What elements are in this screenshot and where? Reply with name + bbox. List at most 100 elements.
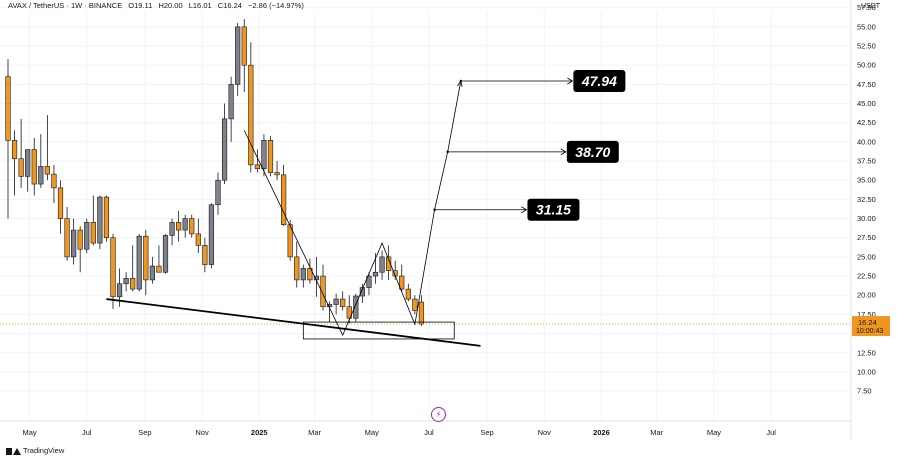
tradingview-logo-icon bbox=[6, 447, 21, 455]
candle-body bbox=[215, 179, 221, 206]
candle-body bbox=[307, 268, 313, 281]
target-arrowhead bbox=[521, 206, 528, 214]
price-tick-label: 30.00 bbox=[857, 214, 876, 223]
candle-body bbox=[110, 237, 116, 298]
candle-body bbox=[116, 283, 123, 298]
price-tick-label: 12.50 bbox=[857, 348, 876, 357]
candle-body bbox=[248, 64, 254, 166]
candle-body bbox=[90, 222, 96, 244]
candle-body bbox=[38, 166, 44, 185]
candle-body bbox=[333, 298, 339, 305]
candle-body bbox=[77, 229, 83, 250]
candle-body bbox=[254, 164, 260, 170]
candle-body bbox=[84, 222, 90, 250]
price-tick-label: 52.50 bbox=[857, 42, 876, 51]
candle-body bbox=[149, 265, 155, 281]
target-callout-label: 38.70 bbox=[575, 144, 610, 160]
candle-body bbox=[18, 158, 24, 177]
time-tick-label: May bbox=[22, 428, 36, 437]
price-tick-label: 55.00 bbox=[857, 22, 876, 31]
candle-body bbox=[44, 166, 50, 175]
candle-body bbox=[208, 204, 215, 265]
price-tick-label: 17.50 bbox=[857, 310, 876, 319]
price-tick-label: 27.50 bbox=[857, 233, 876, 242]
time-tick-label: Mar bbox=[308, 428, 321, 437]
price-tick-label: 35.00 bbox=[857, 176, 876, 185]
ohlc-open: O19.11 bbox=[128, 1, 153, 10]
price-tick-label: 47.50 bbox=[857, 80, 876, 89]
price-tick-label: 40.00 bbox=[857, 137, 876, 146]
candle-body bbox=[287, 224, 293, 258]
candle-body bbox=[143, 235, 149, 281]
candle-body bbox=[372, 271, 379, 277]
time-tick-label: 2025 bbox=[251, 428, 268, 437]
projection-path bbox=[243, 80, 462, 337]
candle-body bbox=[156, 265, 162, 273]
candle-body bbox=[405, 288, 411, 300]
price-tick-label: 42.50 bbox=[857, 118, 876, 127]
price-tick-label: 22.50 bbox=[857, 272, 876, 281]
price-tick-label: 37.50 bbox=[857, 157, 876, 166]
candle-body bbox=[418, 301, 425, 325]
target-arrowhead bbox=[567, 77, 574, 85]
target-callout-box bbox=[527, 198, 580, 221]
candle-body bbox=[31, 149, 37, 185]
candle-body bbox=[359, 287, 365, 297]
candle-body bbox=[294, 256, 300, 281]
ohlc-change: −2.86 (−14.97%) bbox=[248, 1, 304, 10]
candle-body bbox=[235, 26, 241, 85]
candle-body bbox=[103, 196, 110, 239]
target-anchor-dot bbox=[459, 79, 463, 83]
candle-body bbox=[57, 187, 64, 219]
candle-body bbox=[202, 245, 208, 265]
target-callout-box bbox=[573, 69, 626, 92]
chart-header: AVAX / TetherUS · 1W · BINANCE O19.11 H2… bbox=[8, 1, 308, 10]
target-arrowhead bbox=[560, 148, 567, 156]
candle-body bbox=[182, 218, 188, 231]
time-tick-label: Jul bbox=[424, 428, 434, 437]
candle-body bbox=[320, 275, 326, 308]
time-tick-label: May bbox=[707, 428, 721, 437]
time-tick-label: Nov bbox=[195, 428, 209, 437]
candle-body bbox=[274, 172, 280, 176]
time-tick-label: Sep bbox=[138, 428, 151, 437]
candle-body bbox=[261, 140, 267, 170]
price-axis-unit[interactable]: USDT bbox=[861, 3, 881, 10]
candle-body bbox=[97, 196, 103, 244]
candle-body bbox=[386, 256, 392, 272]
candle-body bbox=[176, 222, 182, 231]
time-tick-label: Mar bbox=[650, 428, 663, 437]
price-tick-label: 7.50 bbox=[857, 387, 872, 396]
candle-body bbox=[241, 26, 247, 66]
price-tick-label: 57.50 bbox=[857, 3, 876, 12]
candle-body bbox=[300, 268, 306, 281]
price-tick-label: 20.00 bbox=[857, 291, 876, 300]
last-price-value: 16.24 bbox=[858, 318, 877, 327]
candle-body bbox=[340, 298, 346, 308]
target-callout-label: 31.15 bbox=[536, 202, 571, 218]
target-callout-label: 47.94 bbox=[581, 73, 617, 89]
candle-body bbox=[130, 278, 136, 290]
support-trend-line bbox=[106, 298, 481, 347]
price-tick-label: 25.00 bbox=[857, 252, 876, 261]
tradingview-brand[interactable]: TradingView bbox=[6, 446, 64, 455]
candle-body bbox=[25, 149, 31, 177]
candle-body bbox=[169, 222, 175, 236]
candle-body bbox=[353, 295, 359, 319]
candle-body bbox=[123, 278, 129, 285]
time-tick-label: Jul bbox=[82, 428, 92, 437]
candle-body bbox=[136, 235, 142, 290]
time-tick-label: Sep bbox=[480, 428, 493, 437]
bolt-icon[interactable]: ⚡ bbox=[431, 407, 446, 422]
candle-body bbox=[228, 84, 234, 120]
price-tick-label: 50.00 bbox=[857, 61, 876, 70]
last-price-tag bbox=[852, 316, 890, 337]
candle-body bbox=[326, 304, 333, 308]
candle-body bbox=[267, 140, 274, 173]
candle-body bbox=[162, 235, 169, 273]
candle-body bbox=[64, 218, 70, 258]
bar-countdown: 10:00:43 bbox=[856, 328, 883, 335]
time-tick-label: May bbox=[365, 428, 379, 437]
time-tick-label: 2026 bbox=[593, 428, 610, 437]
